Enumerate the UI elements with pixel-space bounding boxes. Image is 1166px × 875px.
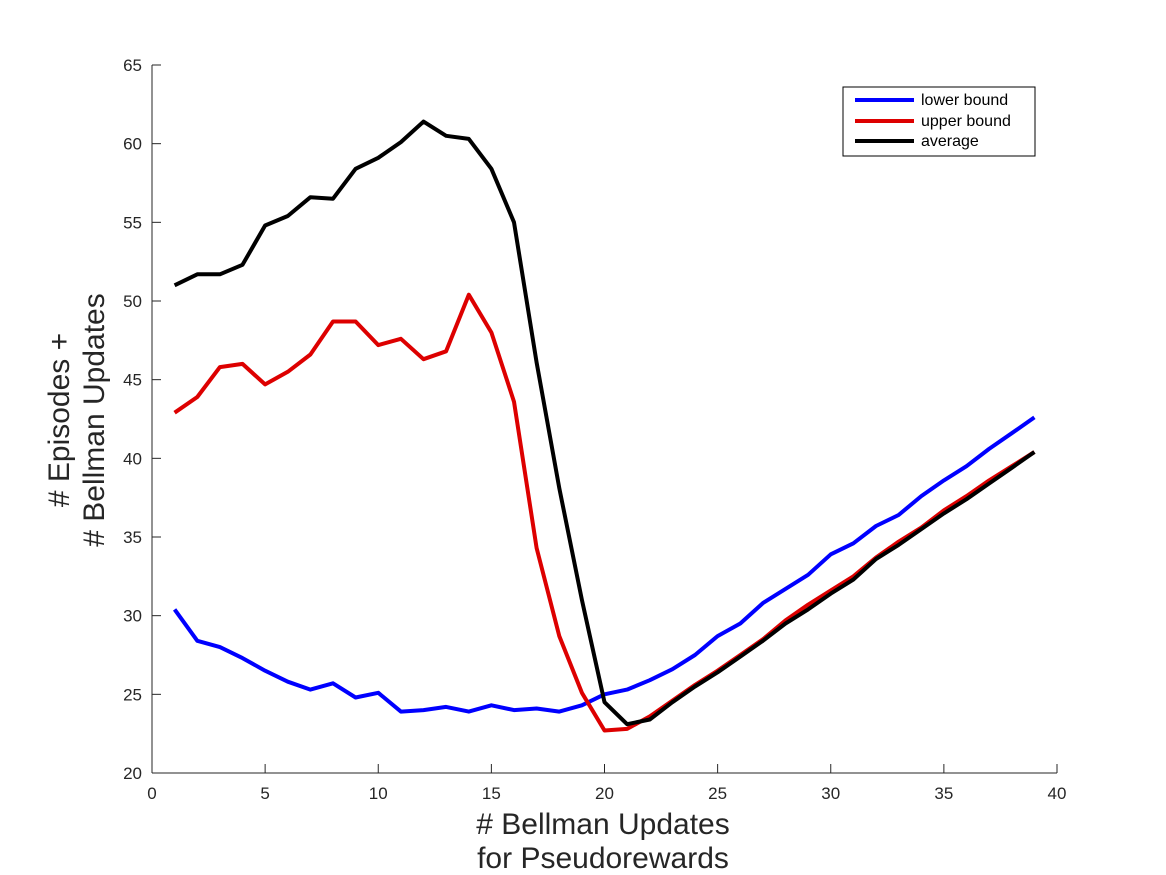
plot-axes bbox=[151, 65, 1057, 774]
y-tick-label: 20 bbox=[123, 764, 142, 783]
x-tick-label: 25 bbox=[708, 784, 727, 803]
x-axis-label-line-2: for Pseudorewards bbox=[477, 842, 729, 875]
y-tick-label: 25 bbox=[123, 685, 142, 704]
series-line-lower-bound bbox=[172, 415, 1036, 714]
y-tick-label: 30 bbox=[123, 607, 142, 626]
legend-label-average: average bbox=[921, 133, 979, 150]
y-tick-label: 65 bbox=[123, 56, 142, 75]
x-tick-label: 40 bbox=[1048, 784, 1067, 803]
series-line-average bbox=[173, 119, 1036, 727]
legend-label-upper-bound: upper bound bbox=[921, 113, 1011, 130]
x-axis-label-line-1: # Bellman Updates bbox=[476, 808, 729, 841]
x-tick-label: 10 bbox=[369, 784, 388, 803]
series-line-upper-bound bbox=[173, 292, 1036, 733]
legend-label-lower-bound: lower bound bbox=[921, 92, 1008, 109]
y-tick-label: 60 bbox=[123, 135, 142, 154]
x-tick-label: 5 bbox=[260, 784, 269, 803]
x-tick-label: 0 bbox=[147, 784, 156, 803]
axis-ticks: 0 5 10 15 20 25 30 35 40 20 25 30 35 40 45 50 55 60 65 bbox=[123, 56, 1066, 803]
x-tick-label: 35 bbox=[934, 784, 953, 803]
series-lines bbox=[172, 119, 1036, 733]
y-axis-label-line-2: # Bellman Updates bbox=[78, 293, 111, 546]
x-tick-label: 15 bbox=[482, 784, 501, 803]
y-tick-label: 50 bbox=[123, 292, 142, 311]
x-tick-label: 30 bbox=[821, 784, 840, 803]
y-tick-label: 45 bbox=[123, 371, 142, 390]
y-tick-label: 40 bbox=[123, 449, 142, 468]
legend: lower bound upper bound average bbox=[842, 86, 1036, 157]
y-tick-label: 35 bbox=[123, 528, 142, 547]
y-axis-label-line-1: # Episodes + bbox=[43, 333, 76, 507]
y-tick-label: 55 bbox=[123, 213, 142, 232]
x-tick-label: 20 bbox=[595, 784, 614, 803]
